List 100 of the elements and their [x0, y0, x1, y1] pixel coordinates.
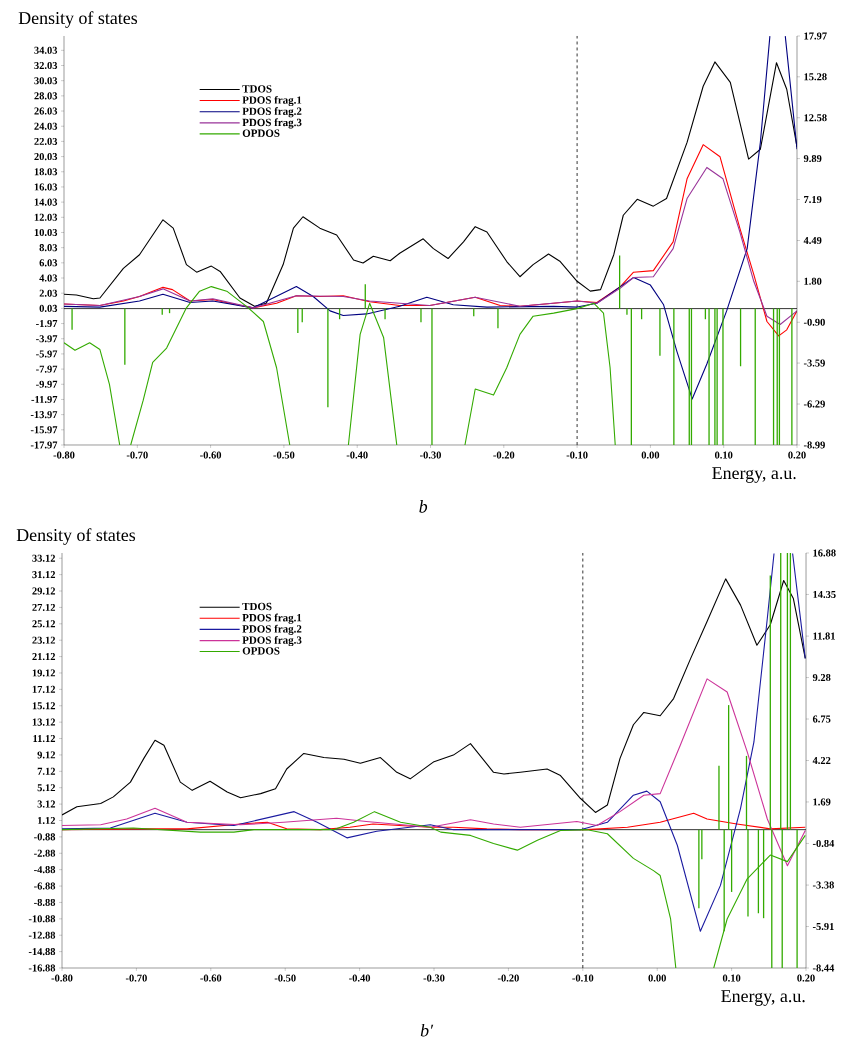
y-tick-label: -9.97: [36, 380, 58, 388]
x-tick-label: -0.50: [274, 974, 296, 982]
x-tick-label: 0.20: [797, 974, 815, 982]
x-tick-label: -0.30: [423, 974, 445, 982]
y2-tick-label: -0.90: [803, 318, 825, 326]
x-tick-label: -0.10: [566, 451, 588, 459]
y-tick-label: 2.03: [39, 289, 58, 297]
y2-tick-label: 16.88: [813, 549, 836, 557]
y-tick-label: -7.97: [36, 365, 58, 373]
y2-tick-label: 11.81: [813, 632, 835, 640]
legend-label: OPDOS: [242, 129, 280, 137]
legend-label: TDOS: [242, 85, 272, 93]
y-tick-label: 1.12: [38, 816, 56, 825]
x-tick-label: 0.10: [722, 974, 741, 982]
y2-tick-label: 15.28: [804, 73, 827, 81]
x-tick-label: 0.00: [648, 974, 666, 982]
y2-tick-label: 7.19: [804, 196, 822, 204]
y-tick-label: 15.12: [32, 702, 56, 710]
y-tick-label: -1.97: [36, 320, 58, 328]
x-tick-label: 0.10: [714, 451, 733, 459]
y2-tick-label: -5.91: [812, 923, 834, 931]
y-tick-label: -4.88: [34, 866, 56, 874]
y2-tick-label: -6.29: [803, 400, 825, 408]
y-tick-label: -8.88: [34, 898, 56, 906]
y-tick-label: 0.03: [39, 304, 58, 312]
x-tick-label: 0.00: [641, 451, 660, 459]
y-tick-label: 14.03: [34, 198, 58, 206]
y-tick-label: -6.88: [34, 882, 56, 890]
x-tick-label: 0.20: [788, 451, 806, 459]
y2-tick-label: -3.38: [812, 881, 834, 889]
x-tick-label: -0.40: [349, 974, 371, 982]
y2-tick-label: -0.84: [812, 839, 835, 847]
y-tick-label: -10.88: [28, 915, 56, 923]
x-tick-label: -0.60: [200, 451, 222, 459]
y-tick-label: -5.97: [36, 350, 58, 358]
x-tick-label: -0.10: [572, 974, 594, 982]
line-series: [64, 166, 798, 326]
x-tick-label: -0.40: [346, 451, 368, 459]
y-tick-label: 27.12: [32, 603, 56, 611]
legend-label: PDOS frag.2: [242, 624, 302, 635]
x-axis-title: Energy, a.u.: [712, 467, 796, 483]
y-tick-label: 34.03: [34, 46, 58, 54]
text: b: [419, 500, 428, 513]
y2-tick-label: -8.99: [803, 441, 825, 449]
y-tick-label: -0.88: [34, 833, 56, 841]
y-tick-label: -11.97: [31, 395, 58, 403]
y-tick-label: 20.03: [34, 153, 58, 161]
x-tick-label: -0.30: [419, 451, 441, 459]
y-tick-label: 28.03: [34, 92, 58, 100]
y-tick-label: 32.03: [34, 61, 58, 70]
x-tick-label: -0.60: [200, 974, 222, 982]
y2-tick-label: 14.35: [813, 590, 836, 598]
y-tick-label: 24.03: [34, 122, 58, 130]
legend-label: PDOS frag.2: [242, 107, 302, 118]
y-tick-label: -2.88: [34, 849, 56, 857]
x-axis-title: Energy, a.u.: [721, 990, 805, 1006]
y2-tick-label: 9.28: [812, 674, 831, 682]
line-series: [62, 678, 806, 867]
y2-tick-label: 6.75: [812, 715, 831, 723]
y-tick-label: 16.03: [34, 183, 58, 191]
y-tick-label: -12.88: [28, 931, 56, 939]
y2-tick-label: 1.69: [813, 798, 831, 806]
x-tick-label: -0.70: [125, 974, 147, 982]
x-tick-label: -0.80: [51, 974, 73, 982]
y-tick-label: 7.12: [37, 767, 56, 775]
y-axis-title: Density of states: [16, 528, 136, 545]
y2-tick-label: 12.58: [804, 114, 827, 122]
y-tick-label: 22.03: [34, 137, 58, 145]
y-tick-label: 11.12: [33, 735, 56, 743]
y-tick-label: 18.03: [34, 168, 58, 176]
x-tick-label: -0.70: [126, 451, 148, 459]
legend-label: PDOS frag.3: [242, 118, 302, 129]
y-tick-label: -3.97: [36, 335, 58, 343]
y-tick-label: -15.97: [30, 426, 58, 434]
y-tick-label: 33.12: [32, 554, 56, 562]
y2-tick-label: 1.80: [804, 277, 822, 285]
legend-label: PDOS frag.1: [242, 95, 302, 107]
y-tick-label: 31.12: [32, 571, 56, 579]
y-tick-label: 4.03: [39, 274, 58, 282]
y-tick-label: 30.03: [34, 77, 58, 85]
y2-tick-label: -8.44: [812, 964, 835, 972]
legend-label: OPDOS: [242, 647, 280, 655]
y-tick-label: -16.88: [28, 964, 56, 972]
y-tick-label: 9.12: [37, 751, 56, 759]
legend-label: PDOS frag.3: [242, 635, 302, 647]
x-tick-label: -0.20: [493, 451, 515, 459]
y-tick-label: 6.03: [39, 259, 58, 267]
y2-tick-label: 9.89: [803, 155, 822, 163]
y-tick-label: -17.97: [30, 441, 58, 449]
y-tick-label: 21.12: [32, 653, 56, 661]
y-tick-label: -14.88: [28, 948, 56, 956]
y2-tick-label: 4.22: [812, 756, 831, 765]
y2-tick-label: 17.97: [804, 32, 827, 40]
x-tick-label: -0.80: [53, 451, 75, 459]
y-tick-label: 13.12: [32, 718, 56, 726]
x-tick-label: -0.50: [273, 451, 295, 459]
y-tick-label: 10.03: [34, 228, 58, 237]
y-tick-label: 26.03: [34, 107, 58, 115]
y-tick-label: 23.12: [32, 636, 56, 644]
legend-label: PDOS frag.1: [242, 613, 302, 624]
